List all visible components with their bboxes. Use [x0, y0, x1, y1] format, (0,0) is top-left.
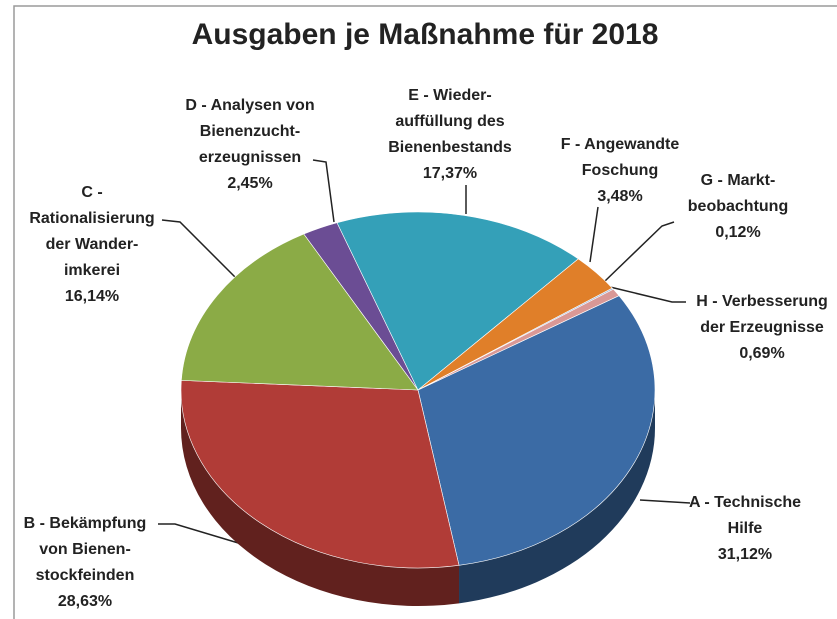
slice-label: E - Wieder-: [408, 87, 491, 104]
slice-label: D - Analysen von: [185, 97, 314, 114]
slice: [181, 233, 419, 391]
slice: [417, 288, 620, 391]
slice-label: erzeugnissen: [199, 149, 301, 166]
value-label: 17,37%: [423, 165, 477, 182]
leader-line: [589, 206, 599, 263]
slice-label: Hilfe: [728, 520, 763, 537]
slice-label: A - Technische: [689, 494, 801, 511]
slice: [417, 295, 656, 566]
slice-label: imkerei: [64, 262, 120, 279]
value-label: 31,12%: [718, 546, 772, 563]
slice-label: auffüllung des: [395, 113, 504, 130]
slice-label: der Erzeugnisse: [700, 319, 824, 336]
slice: [180, 380, 460, 569]
slice-label: stockfeinden: [36, 567, 135, 584]
slice-label: H - Verbesserung: [696, 293, 828, 310]
value-label: 16,14%: [65, 288, 119, 305]
slice-label: Foschung: [582, 162, 658, 179]
value-label: 0,69%: [739, 345, 784, 362]
slice-label: F - Angewandte: [561, 136, 680, 153]
value-label: 28,63%: [58, 593, 112, 610]
slice-label: von Bienen-: [39, 541, 131, 558]
slice-label: G - Markt-: [701, 172, 776, 189]
leader-line: [609, 286, 686, 303]
value-label: 2,45%: [227, 175, 272, 192]
pie-sides: [181, 390, 655, 606]
value-label: 3,48%: [597, 188, 642, 205]
slice-label: Rationalisierung: [29, 210, 154, 227]
chart-title: Ausgaben je Maßnahme für 2018: [192, 18, 659, 51]
slice-side: [459, 390, 655, 604]
leader-line: [161, 219, 241, 283]
leader-lines: [158, 159, 691, 546]
value-label: 0,12%: [715, 224, 760, 241]
leader-line: [312, 159, 335, 223]
slice-label: beobachtung: [688, 198, 788, 215]
leader-line: [639, 499, 691, 504]
slice-label: B - Bekämpfung: [24, 515, 147, 532]
slice: [336, 211, 579, 391]
pie-top: [180, 211, 656, 569]
slice-label: der Wander-: [46, 236, 139, 253]
slice-label: C -: [81, 184, 102, 201]
leader-line: [604, 221, 675, 282]
slice-label: Bienenzucht-: [200, 123, 300, 140]
slice-label: Bienenbestands: [388, 139, 512, 156]
slice-side: [181, 390, 460, 606]
leader-line: [158, 523, 246, 546]
